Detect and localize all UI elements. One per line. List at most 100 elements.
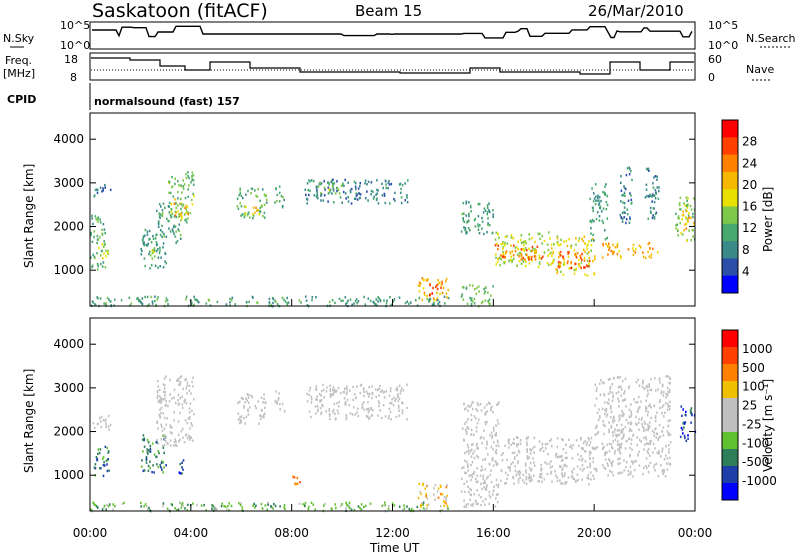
data-cell (648, 385, 650, 388)
data-cell (146, 295, 149, 299)
data-cell (483, 287, 485, 291)
data-cell (571, 457, 574, 460)
data-cell (613, 250, 615, 254)
data-cell (620, 388, 623, 391)
data-cell (646, 389, 649, 392)
data-cell (467, 463, 469, 466)
data-cell (348, 501, 351, 504)
data-cell (594, 404, 596, 407)
data-cell (611, 399, 614, 402)
data-cell (144, 228, 147, 232)
data-cell (104, 464, 106, 467)
data-cell (578, 444, 580, 448)
data-cell (647, 242, 650, 246)
data-cell (185, 378, 188, 381)
data-cell (159, 246, 161, 249)
data-cell (158, 413, 161, 417)
data-cell (216, 508, 218, 512)
data-cell (171, 212, 174, 215)
data-cell (471, 407, 474, 411)
data-cell (691, 229, 694, 232)
data-cell (315, 385, 318, 388)
data-cell (229, 301, 231, 304)
data-cell (491, 405, 493, 409)
data-cell (593, 220, 595, 223)
data-cell (329, 388, 332, 391)
data-cell (599, 206, 601, 210)
data-cell (175, 241, 177, 244)
data-cell (370, 414, 373, 417)
data-cell (360, 508, 363, 511)
data-cell (145, 455, 148, 459)
data-cell (468, 219, 470, 223)
data-cell (99, 221, 102, 224)
data-cell (309, 180, 311, 183)
data-cell (422, 507, 425, 510)
data-cell (465, 202, 468, 205)
data-cell (620, 429, 623, 432)
data-cell (639, 246, 642, 249)
data-cell (645, 428, 647, 432)
data-cell (598, 202, 601, 205)
data-cell (440, 504, 442, 508)
data-cell (581, 464, 584, 467)
data-cell (489, 302, 491, 306)
data-cell (595, 469, 598, 473)
data-cell (336, 180, 338, 183)
data-cell (476, 467, 478, 470)
data-cell (468, 201, 470, 204)
colorbar-frame (721, 329, 739, 501)
data-cell (606, 462, 609, 465)
y-tick-label: 4000 (53, 132, 84, 146)
data-cell (370, 189, 373, 193)
data-cell (657, 475, 660, 478)
data-cell (103, 504, 106, 507)
data-cell (181, 427, 184, 431)
data-cell (573, 272, 576, 275)
data-cell (528, 256, 530, 259)
data-cell (618, 433, 621, 436)
data-cell (523, 481, 526, 484)
data-cell (580, 455, 582, 458)
data-cell (644, 422, 646, 425)
data-cell (514, 246, 517, 249)
data-cell (547, 263, 550, 267)
data-cell (572, 477, 575, 480)
data-cell (525, 478, 528, 481)
data-cell (683, 426, 685, 429)
data-cell (592, 259, 594, 263)
data-cell (649, 388, 652, 392)
data-cell (643, 448, 645, 451)
data-cell (619, 376, 621, 379)
data-cell (595, 199, 597, 202)
data-cell (168, 211, 171, 214)
data-cell (466, 443, 469, 446)
data-cell (470, 302, 473, 306)
data-cell (677, 229, 679, 233)
velocity-ylabel: Slant Range [km] (22, 369, 36, 473)
data-cell (581, 478, 583, 481)
data-cell (524, 258, 526, 261)
data-cell (338, 297, 341, 301)
data-cell (147, 449, 150, 452)
data-cell (588, 251, 590, 254)
colorbar-swatch (722, 415, 738, 433)
data-cell (610, 249, 612, 253)
data-cell (185, 204, 188, 208)
data-cell (181, 502, 184, 505)
data-cell (592, 457, 594, 460)
data-cell (533, 436, 536, 440)
data-cell (470, 503, 473, 507)
data-cell (667, 434, 670, 437)
data-cell (605, 183, 607, 186)
data-cell (561, 482, 564, 485)
data-cell (590, 451, 592, 454)
data-cell (646, 466, 648, 470)
data-cell (646, 450, 649, 453)
data-cell (103, 240, 105, 243)
data-cell (257, 187, 259, 191)
power-colorbar-label: Power [dB] (761, 187, 775, 252)
data-cell (174, 198, 176, 201)
data-cell (629, 446, 631, 450)
data-cell (581, 459, 583, 462)
